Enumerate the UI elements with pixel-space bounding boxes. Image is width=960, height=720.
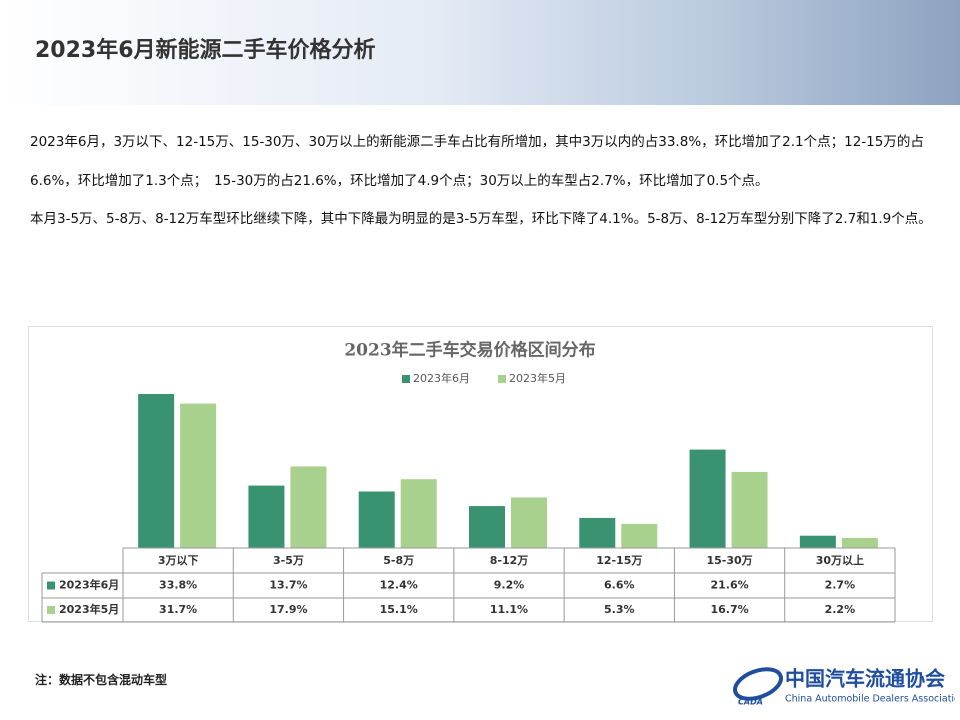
data-label: 17.9%: [269, 603, 307, 616]
data-label: 2.7%: [825, 579, 856, 592]
bar: [180, 403, 217, 548]
category-label: 3-5万: [273, 554, 304, 567]
bar: [400, 479, 437, 548]
data-label: 12.4%: [380, 579, 418, 592]
category-label: 8-12万: [490, 554, 529, 567]
data-label: 16.7%: [710, 603, 748, 616]
legend-label: 2023年5月: [509, 371, 566, 385]
note: 注：数据不包含混动车型: [35, 673, 168, 687]
category-label: 15-30万: [706, 554, 752, 567]
data-label: 6.6%: [604, 579, 635, 592]
data-label: 2.2%: [825, 603, 856, 616]
bar: [248, 485, 285, 548]
logo-mark: [733, 667, 783, 701]
data-label: 11.1%: [490, 603, 528, 616]
page-title: 2023年6月新能源二手车价格分析: [35, 38, 376, 63]
chart-title: 2023年二手车交易价格区间分布: [344, 340, 595, 361]
legend-swatch: [402, 375, 410, 383]
row-label: 2023年5月: [59, 602, 119, 616]
data-label: 5.3%: [604, 603, 635, 616]
bar: [511, 497, 547, 548]
bar: [290, 466, 327, 548]
category-label: 12-15万: [596, 554, 642, 567]
data-label: 13.7%: [269, 579, 307, 592]
bar: [799, 535, 836, 548]
bar: [689, 449, 726, 548]
paragraph: 本月3-5万、5-8万、8-12万车型环比继续下降，其中下降最为明显的是3-5万…: [30, 211, 932, 227]
data-label: 21.6%: [710, 579, 748, 592]
table-swatch: [47, 606, 55, 614]
paragraph: 2023年6月，3万以下、12-15万、15-30万、30万以上的新能源二手车占…: [30, 134, 924, 189]
bar: [841, 537, 878, 548]
bar: [731, 471, 768, 548]
bar: [469, 506, 505, 548]
data-label: 15.1%: [380, 603, 418, 616]
legend-swatch: [498, 375, 506, 383]
category-label: 30万以上: [816, 553, 864, 567]
legend-label: 2023年6月: [413, 371, 470, 385]
category-label: 3万以下: [158, 554, 199, 567]
logo-english: China Automobile Dealers Association: [785, 694, 955, 705]
category-label: 5-8万: [383, 554, 414, 567]
data-label: 33.8%: [159, 579, 197, 592]
logo-name: 中国汽车流通协会: [785, 667, 945, 691]
logo-mark-text: CADA: [738, 698, 763, 707]
data-label: 9.2%: [494, 579, 525, 592]
text-body: 2023年6月，3万以下、12-15万、15-30万、30万以上的新能源二手车占…: [30, 123, 935, 239]
bar: [579, 517, 616, 548]
row-label: 2023年6月: [59, 578, 119, 592]
data-label: 31.7%: [159, 603, 197, 616]
bar: [358, 491, 395, 548]
header: 2023年6月新能源二手车价格分析: [0, 0, 960, 105]
logo: CADA 中国汽车流通协会 China Automobile Dealers A…: [733, 667, 955, 707]
bar: [621, 523, 658, 548]
bar: [138, 394, 175, 548]
table-swatch: [47, 581, 55, 590]
